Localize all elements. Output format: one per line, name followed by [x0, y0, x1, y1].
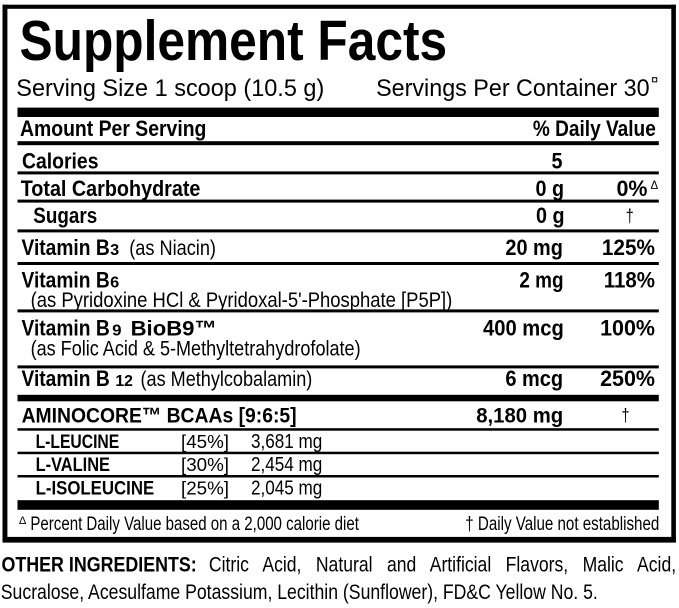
svg-text:Citric Acid, Natural and Artif: Citric Acid, Natural and Artificial Flav… [209, 554, 676, 577]
svg-text:Vitamin B: Vitamin B [22, 235, 110, 260]
svg-text:Sucralose, Acesulfame Potassiu: Sucralose, Acesulfame Potassium, Lecithi… [1, 581, 598, 604]
svg-text:L-ISOLEUCINE: L-ISOLEUCINE [36, 479, 155, 500]
svg-text:2 mg: 2 mg [519, 267, 563, 292]
svg-text:5: 5 [552, 148, 563, 173]
svg-text:BioB9™: BioB9™ [131, 317, 217, 341]
svg-text:L-VALINE: L-VALINE [36, 455, 111, 476]
svg-text:20 mg: 20 mg [505, 235, 563, 260]
svg-text:3: 3 [110, 242, 119, 259]
svg-text:Total Carbohydrate: Total Carbohydrate [21, 176, 201, 201]
svg-text:[45%]: [45%] [181, 432, 229, 452]
svg-text:Servings Per Container 30: Servings Per Container 30 [376, 76, 649, 102]
svg-text:† Daily Value not established: † Daily Value not established [465, 514, 659, 535]
svg-text:Vitamin B: Vitamin B [22, 267, 110, 292]
svg-text:(as Folic Acid & 5-Methyltetra: (as Folic Acid & 5-Methyltetrahydrofolat… [31, 336, 361, 360]
svg-text:2,045 mg: 2,045 mg [251, 478, 322, 500]
svg-text:6 mcg: 6 mcg [505, 366, 563, 391]
svg-text:100%: 100% [600, 316, 655, 341]
svg-text:8,180 mg: 8,180 mg [476, 404, 563, 428]
svg-text:% Daily Value: % Daily Value [533, 116, 656, 141]
svg-text:250%: 250% [600, 366, 655, 391]
svg-text:Supplement Facts: Supplement Facts [20, 9, 448, 72]
svg-text:9: 9 [112, 323, 121, 340]
svg-text:0%: 0% [617, 176, 648, 201]
svg-text:¤: ¤ [651, 72, 658, 87]
svg-text:Calories: Calories [22, 148, 99, 173]
svg-text:(as Methylcobalamin): (as Methylcobalamin) [141, 367, 313, 391]
svg-text:2,454 mg: 2,454 mg [251, 454, 322, 476]
svg-text:†: † [622, 404, 630, 425]
svg-text:6: 6 [110, 274, 119, 291]
svg-text:L-LEUCINE: L-LEUCINE [36, 432, 120, 453]
svg-text:0 g: 0 g [536, 203, 565, 228]
svg-text:(as Niacin): (as Niacin) [129, 236, 216, 260]
svg-text:125%: 125% [602, 235, 655, 260]
svg-text:400 mcg: 400 mcg [483, 316, 564, 341]
svg-text:Vitamin B: Vitamin B [22, 366, 110, 391]
svg-text:[25%]: [25%] [181, 479, 229, 499]
svg-text:Sugars: Sugars [33, 203, 97, 228]
svg-text:118%: 118% [604, 267, 655, 292]
svg-text:Δ: Δ [651, 180, 659, 192]
svg-text:0 g: 0 g [536, 176, 565, 201]
svg-text:AMINOCORE™ BCAAs [9:6:5]: AMINOCORE™ BCAAs [9:6:5] [22, 404, 297, 428]
svg-text:Amount Per Serving: Amount Per Serving [20, 116, 206, 141]
svg-text:Vitamin B: Vitamin B [22, 316, 110, 341]
svg-text:(as Pyridoxine HCl & Pyridoxal: (as Pyridoxine HCl & Pyridoxal-5'-Phosph… [31, 288, 453, 312]
svg-text:3,681 mg: 3,681 mg [251, 431, 322, 453]
svg-text:Percent Daily Value based on a: Percent Daily Value based on a 2,000 cal… [30, 514, 359, 535]
svg-text:Δ: Δ [19, 515, 27, 527]
svg-text:†: † [626, 205, 634, 226]
svg-text:Serving Size 1 scoop (10.5 g): Serving Size 1 scoop (10.5 g) [16, 76, 324, 102]
svg-text:[30%]: [30%] [181, 455, 229, 475]
svg-text:12: 12 [115, 373, 133, 390]
svg-text:OTHER INGREDIENTS:: OTHER INGREDIENTS: [2, 553, 197, 576]
